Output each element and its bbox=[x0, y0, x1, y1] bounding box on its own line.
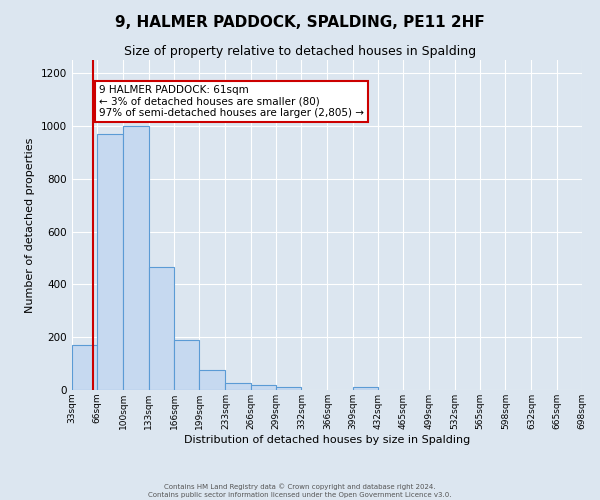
Bar bbox=[72, 345, 97, 390]
Bar bbox=[199, 370, 226, 390]
Bar bbox=[251, 384, 276, 390]
Bar bbox=[353, 388, 378, 390]
Y-axis label: Number of detached properties: Number of detached properties bbox=[25, 138, 35, 312]
Text: Contains HM Land Registry data © Crown copyright and database right 2024.
Contai: Contains HM Land Registry data © Crown c… bbox=[148, 484, 452, 498]
X-axis label: Distribution of detached houses by size in Spalding: Distribution of detached houses by size … bbox=[184, 434, 470, 444]
Text: Size of property relative to detached houses in Spalding: Size of property relative to detached ho… bbox=[124, 45, 476, 58]
Bar bbox=[97, 134, 124, 390]
Bar bbox=[276, 388, 301, 390]
Text: 9, HALMER PADDOCK, SPALDING, PE11 2HF: 9, HALMER PADDOCK, SPALDING, PE11 2HF bbox=[115, 15, 485, 30]
Bar bbox=[149, 267, 174, 390]
Bar bbox=[226, 384, 251, 390]
Bar bbox=[174, 340, 199, 390]
Bar bbox=[124, 126, 149, 390]
Text: 9 HALMER PADDOCK: 61sqm
← 3% of detached houses are smaller (80)
97% of semi-det: 9 HALMER PADDOCK: 61sqm ← 3% of detached… bbox=[99, 85, 364, 118]
